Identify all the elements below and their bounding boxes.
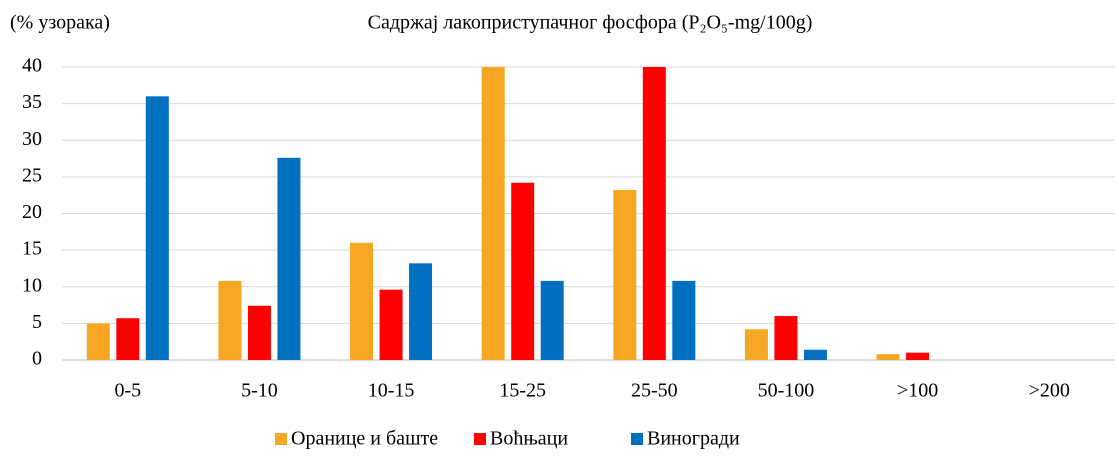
x-tick-label: >100: [897, 380, 938, 402]
x-tick-label: 0-5: [114, 380, 141, 402]
x-tick-label: 10-15: [368, 380, 415, 402]
y-tick-label: 30: [22, 128, 42, 150]
legend-swatch: [631, 433, 643, 445]
bar: [379, 289, 403, 360]
y-tick-label: 15: [22, 238, 42, 260]
bar: [774, 316, 798, 360]
x-tick-label: 5-10: [241, 380, 278, 402]
x-tick-label: 25-50: [631, 380, 678, 402]
bar: [672, 280, 696, 360]
legend-label: Виногради: [647, 428, 740, 450]
chart-title: Садржај лакоприступачног фосфора (P₂O₅-m…: [368, 12, 813, 34]
bar: [744, 329, 768, 360]
bar: [511, 182, 535, 360]
y-tick-label: 5: [32, 311, 42, 333]
bar: [642, 67, 666, 360]
legend-label: Оранице и баште: [291, 428, 438, 450]
bar: [145, 96, 169, 361]
y-tick-label: 40: [22, 55, 42, 77]
bar: [481, 67, 505, 360]
bar: [876, 354, 900, 360]
bar: [277, 157, 301, 360]
bar: [86, 323, 110, 360]
y-tick-label: 10: [22, 274, 42, 296]
y-tick-label: 25: [22, 164, 42, 186]
y-tick-label: 20: [22, 201, 42, 223]
legend-swatch: [275, 433, 287, 445]
bar: [409, 263, 433, 360]
bar: [540, 280, 564, 360]
bar: [350, 242, 374, 360]
bar: [613, 190, 637, 360]
legend-label: Воћњаци: [490, 428, 568, 450]
bar: [803, 349, 827, 360]
bar: [218, 280, 242, 360]
y-axis-label: (% узорака): [10, 12, 110, 34]
x-tick-label: 15-25: [499, 380, 546, 402]
bar: [247, 305, 271, 360]
y-tick-label: 35: [22, 91, 42, 113]
bar: [116, 318, 140, 360]
y-tick-label: 0: [32, 348, 42, 370]
bar: [906, 352, 930, 360]
legend-swatch: [474, 433, 486, 445]
x-tick-label: >200: [1029, 380, 1070, 402]
x-tick-label: 50-100: [758, 380, 815, 402]
